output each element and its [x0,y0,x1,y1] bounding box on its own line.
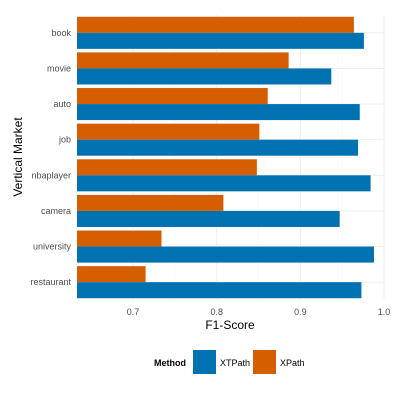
legend: Method XTPath XPath [154,350,305,374]
bar-xtpath-auto [77,104,360,121]
x-tick-label-1-0: 1.0 [378,307,391,317]
category-label-university: university [33,242,72,252]
bar-xtpath-movie [77,68,332,85]
category-label-restaurant: restaurant [30,277,71,287]
legend-label-xpath: XPath [280,358,305,368]
legend-swatch-xpath [253,350,276,374]
category-label-camera: camera [41,206,71,216]
bar-xtpath-nbaplayer [77,175,371,192]
bar-xtpath-camera [77,210,340,227]
y-axis-title: Vertical Market [11,117,25,197]
bar-xpath-book [77,16,354,33]
category-label-book: book [51,28,71,38]
x-tick-label-0-7: 0.7 [127,307,140,317]
category-labels: book movie auto job nbaplayer camera universit… [30,28,71,287]
bar-xpath-job [77,123,260,140]
bars [77,16,374,299]
legend-label-xtpath: XTPath [220,358,250,368]
bar-xpath-university [77,230,162,247]
bar-xtpath-university [77,246,374,263]
category-label-auto: auto [53,99,71,109]
bar-xtpath-book [77,32,364,49]
category-label-nbaplayer: nbaplayer [31,170,71,180]
x-tick-label-0-9: 0.9 [294,307,307,317]
category-label-job: job [58,135,71,145]
category-label-movie: movie [47,63,71,73]
legend-title: Method [154,358,186,368]
bar-xpath-auto [77,88,268,105]
x-tick-labels: 0.7 0.8 0.9 1.0 [127,307,390,317]
x-tick-label-0-8: 0.8 [210,307,223,317]
bar-xpath-movie [77,52,289,69]
bar-xpath-camera [77,194,224,211]
bar-xtpath-restaurant [77,282,362,299]
legend-swatch-xtpath [193,350,216,374]
bar-xpath-restaurant [77,266,146,283]
bar-xtpath-job [77,139,359,156]
x-axis-title: F1-Score [205,318,255,332]
bar-xpath-nbaplayer [77,159,257,176]
